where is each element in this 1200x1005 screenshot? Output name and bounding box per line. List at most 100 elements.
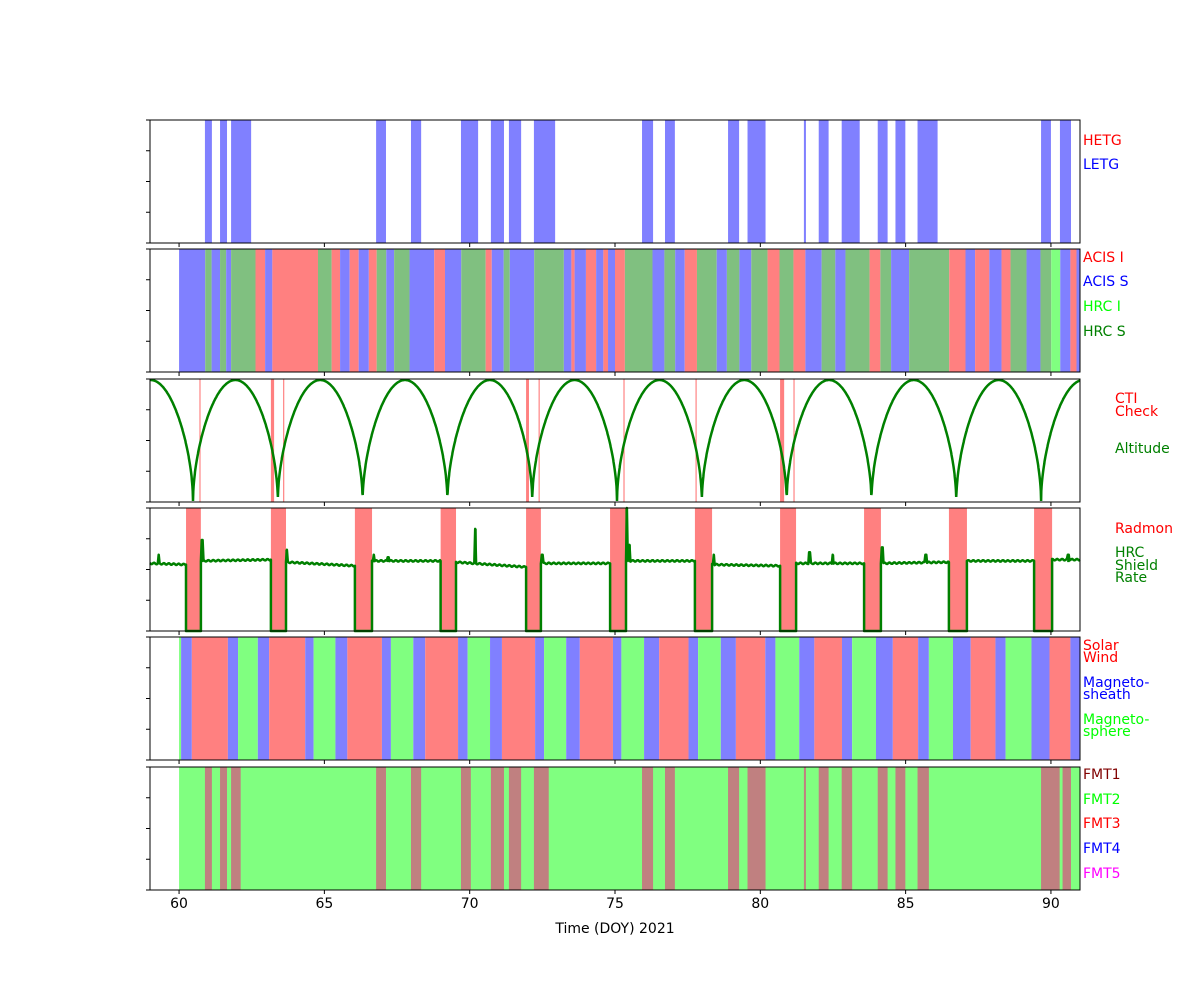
band-sw: [659, 637, 689, 760]
interval-letg: [231, 120, 252, 243]
band-msp: [1005, 637, 1032, 760]
x-tick-label: 80: [751, 896, 769, 912]
interval-cti: [270, 379, 275, 502]
interval-letg: [664, 120, 675, 243]
band-as: [211, 249, 221, 372]
interval-letg: [747, 120, 766, 243]
interval-letg: [895, 120, 906, 243]
panel-instrument: ACIS I ACIS S HRC I HRC S: [146, 248, 1129, 376]
band-msh: [305, 637, 314, 760]
band-msp: [698, 637, 721, 760]
interval-radmon: [526, 508, 541, 631]
band-msh: [995, 637, 1006, 760]
interval-letg: [917, 120, 938, 243]
band-hs: [845, 249, 870, 372]
band-ai: [615, 249, 625, 372]
band-hs: [779, 249, 794, 372]
interval-fmt1: [747, 767, 766, 890]
band-hs: [317, 249, 332, 372]
band-hs: [231, 249, 256, 372]
interval-cti: [526, 379, 529, 502]
band-hs: [696, 249, 717, 372]
band-msp: [775, 637, 800, 760]
band-as: [805, 249, 822, 372]
legend-label: Radmon: [1115, 521, 1173, 537]
band-ai: [571, 249, 575, 372]
band-msh: [257, 637, 270, 760]
legend-label: Wind: [1083, 650, 1118, 666]
legend-label: Magneto-: [1083, 712, 1149, 728]
band-msh: [227, 637, 239, 760]
band-hs: [880, 249, 892, 372]
band-hs: [624, 249, 653, 372]
band-ai: [434, 249, 445, 372]
interval-letg: [877, 120, 888, 243]
legend-label: HRC I: [1083, 299, 1121, 315]
legend-label: FMT2: [1083, 792, 1121, 808]
band-as: [563, 249, 572, 372]
legend-label: FMT1: [1083, 767, 1121, 783]
band-msh: [688, 637, 699, 760]
interval-fmt1: [490, 767, 504, 890]
legend-label: CTI: [1115, 391, 1137, 407]
legend-label: Solar: [1083, 638, 1119, 654]
interval-radmon: [948, 508, 967, 631]
band-ai: [272, 249, 318, 372]
band-msh: [490, 637, 502, 760]
band-msp: [238, 637, 258, 760]
band-sw: [814, 637, 842, 760]
interval-letg: [410, 120, 422, 243]
band-sw: [970, 637, 996, 760]
band-msp: [621, 637, 645, 760]
interval-fmt1: [1062, 767, 1071, 890]
band-ai: [585, 249, 597, 372]
band-hs: [751, 249, 768, 372]
band-msh: [875, 637, 893, 760]
x-tick-label: 70: [461, 896, 479, 912]
band-sw: [269, 637, 306, 760]
interval-radmon: [1034, 508, 1053, 631]
interval-fmt1: [376, 767, 386, 890]
interval-fmt1: [204, 767, 212, 890]
band-as: [340, 249, 350, 372]
interval-fmt1: [917, 767, 929, 890]
band-as: [739, 249, 752, 372]
x-tick-label: 90: [1042, 896, 1060, 912]
band-ai: [1001, 249, 1011, 372]
band-as: [491, 249, 504, 372]
band-ai: [793, 249, 806, 372]
x-tick-label: 65: [315, 896, 333, 912]
band-as: [835, 249, 846, 372]
interval-letg: [642, 120, 654, 243]
band-msh: [720, 637, 736, 760]
interval-letg: [841, 120, 860, 243]
interval-radmon: [694, 508, 713, 631]
interval-fmt1: [460, 767, 471, 890]
interval-letg: [1059, 120, 1071, 243]
legend-label: Magneto-: [1083, 675, 1149, 691]
legend-label: Check: [1115, 404, 1159, 420]
band-ai: [603, 249, 609, 372]
altitude-line: [150, 378, 1081, 502]
band-hs: [909, 249, 950, 372]
band-sw: [579, 637, 613, 760]
band-hs: [220, 249, 227, 372]
band-as: [265, 249, 273, 372]
band-as: [716, 249, 727, 372]
band-msp: [928, 637, 953, 760]
interval-letg: [376, 120, 386, 243]
band-sw: [425, 637, 459, 760]
band-msp: [467, 637, 491, 760]
panel-frame: [149, 119, 1081, 244]
interval-fmt1: [231, 767, 241, 890]
legend-label: sphere: [1083, 724, 1131, 740]
band-hs: [394, 249, 410, 372]
band-ai: [975, 249, 990, 372]
band-as: [409, 249, 435, 372]
hrc-shield-rate-line: [149, 506, 1081, 633]
band-msp: [390, 637, 414, 760]
band-hs: [503, 249, 510, 372]
band-msh: [413, 637, 426, 760]
band-ai: [485, 249, 492, 372]
